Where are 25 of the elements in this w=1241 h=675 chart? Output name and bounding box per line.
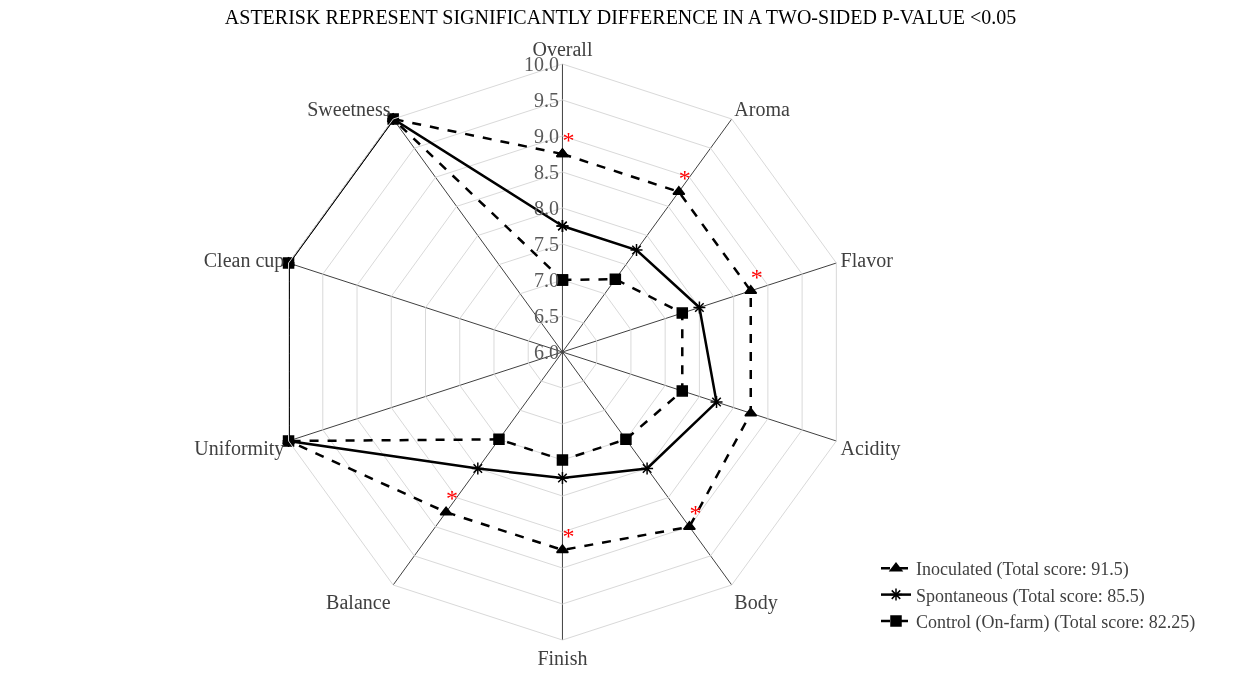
spoke-label: Body	[734, 590, 778, 614]
y-tick-label: 9.0	[533, 124, 559, 147]
spoke-label: Finish	[537, 646, 588, 669]
y-tick-label: 9.5	[533, 88, 559, 111]
spoke-label: Flavor	[840, 249, 894, 272]
y-tick-label: 6.0	[533, 340, 559, 363]
legend-label: Inoculated (Total score: 91.5)	[916, 559, 1129, 581]
y-tick-label: 6.5	[533, 304, 559, 327]
text: *	[562, 127, 575, 153]
legend-label: Spontaneous (Total score: 85.5)	[916, 585, 1145, 607]
spoke-label: Uniformity	[194, 437, 285, 461]
text: *	[689, 499, 702, 526]
text: *	[562, 523, 575, 549]
spoke-label: Acidity	[840, 437, 901, 461]
spoke-label: Aroma	[734, 98, 791, 121]
y-tick-label: 8.5	[533, 160, 559, 183]
chart-title: ASTERISK REPRESENT SIGNIFICANTLY DIFFERENCE IN A TWO-SIDED P-VALUE <0.05	[224, 6, 1017, 29]
spoke-label: Sweetness	[307, 98, 391, 121]
text: *	[750, 263, 763, 290]
y-tick-label: 7.5	[533, 232, 559, 255]
text: *	[678, 164, 691, 191]
text: *	[446, 485, 459, 512]
legend-label: Control (On-farm) (Total score: 82.25)	[916, 612, 1196, 634]
spoke-label: Balance	[326, 590, 391, 613]
y-tick-label: 8.0	[533, 196, 559, 219]
